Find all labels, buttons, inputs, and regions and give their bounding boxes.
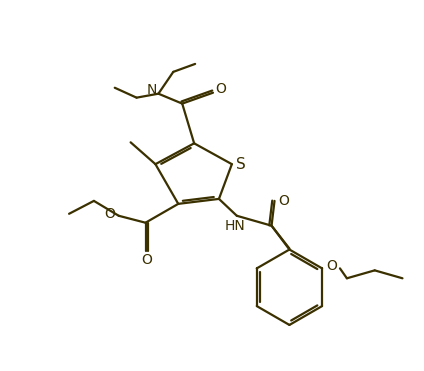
Text: S: S bbox=[236, 157, 245, 172]
Text: O: O bbox=[326, 259, 338, 273]
Text: O: O bbox=[104, 207, 115, 221]
Text: O: O bbox=[215, 82, 226, 96]
Text: O: O bbox=[278, 194, 289, 208]
Text: HN: HN bbox=[224, 219, 245, 233]
Text: N: N bbox=[146, 83, 156, 97]
Text: O: O bbox=[141, 253, 152, 267]
